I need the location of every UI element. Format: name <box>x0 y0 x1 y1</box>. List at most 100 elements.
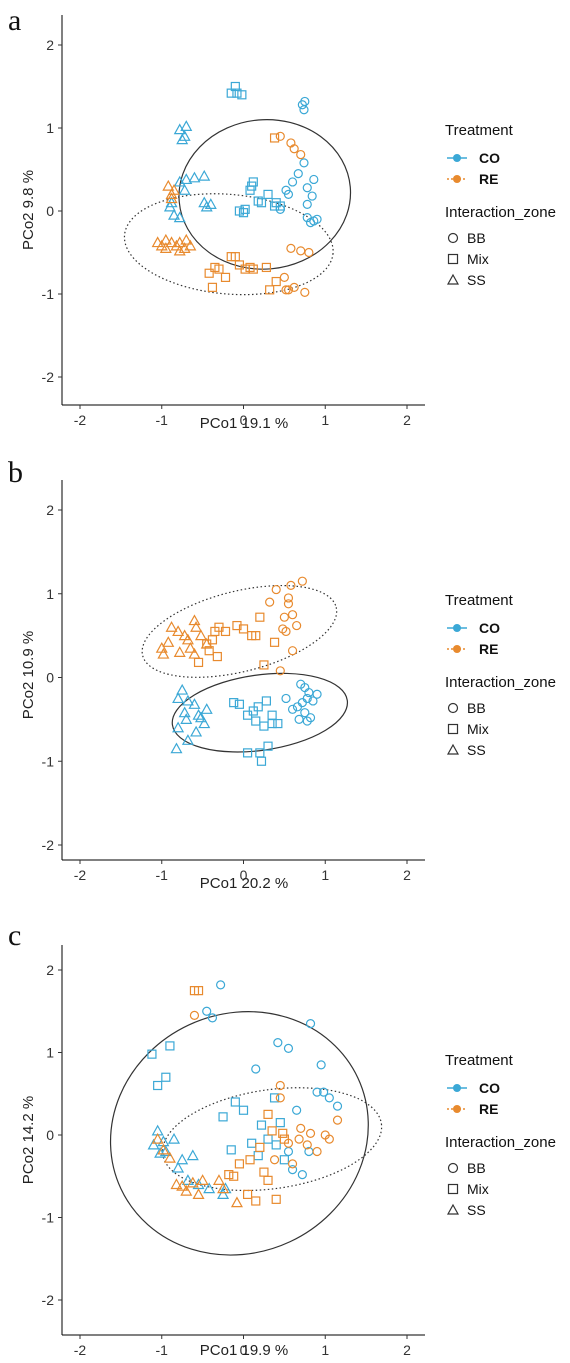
point-co-mix <box>165 1041 175 1051</box>
point-co-mix <box>147 1049 157 1059</box>
ellipse-co <box>178 119 352 270</box>
x-tick-label: -1 <box>156 1342 169 1358</box>
point-co-bb <box>281 693 291 704</box>
point-co-mix <box>232 88 242 98</box>
point-re-bb <box>324 1134 334 1144</box>
x-axis-label-a: PCo1 19.1 % <box>200 415 288 432</box>
point-co-ss <box>203 1182 216 1194</box>
point-co-bb <box>324 1093 334 1103</box>
point-co-bb <box>287 177 298 187</box>
point-co-mix <box>271 198 281 208</box>
legend-mix-square-icon <box>447 253 459 265</box>
panel-letter-c: c <box>8 919 21 952</box>
point-re-bb <box>275 1080 285 1091</box>
point-co-bb <box>287 704 298 714</box>
point-co-ss <box>200 200 213 212</box>
point-co-mix <box>226 1145 236 1155</box>
panel-letter-a: a <box>8 4 21 37</box>
ellipse-re <box>162 1087 383 1192</box>
point-re-bb <box>275 131 285 141</box>
legend-zone-title: Interaction_zone <box>445 204 556 221</box>
point-re-bb <box>286 243 296 253</box>
point-re-mix <box>234 1159 245 1169</box>
legend-bb-label: BB <box>467 230 486 246</box>
point-re-mix <box>232 620 242 631</box>
point-co-bb <box>287 1165 298 1175</box>
point-co-ss <box>178 130 191 141</box>
point-re-mix <box>271 1194 281 1204</box>
point-re-mix <box>248 264 258 274</box>
legend-zone-title: Interaction_zone <box>445 674 556 691</box>
point-co-bb <box>308 696 318 706</box>
point-re-mix <box>245 262 255 273</box>
point-co-mix <box>229 698 239 708</box>
point-re-bb <box>297 576 307 586</box>
point-co-ss <box>172 1161 185 1173</box>
point-re-mix <box>204 646 214 656</box>
legend-bb-circle-icon <box>447 1162 459 1174</box>
point-co-bb <box>300 708 310 718</box>
point-re-mix <box>193 986 204 996</box>
legend-co-marker <box>453 1084 461 1092</box>
point-re-mix <box>242 1189 253 1200</box>
point-co-bb <box>251 1064 261 1074</box>
point-re-ss <box>184 239 197 251</box>
legend-mix-label: Mix <box>467 721 489 737</box>
point-re-ss <box>200 637 213 649</box>
point-co-mix <box>267 718 277 729</box>
x-tick-label: -1 <box>156 412 169 428</box>
point-co-ss <box>188 171 201 183</box>
y-tick-label: -2 <box>42 369 55 385</box>
point-re-ss <box>230 1196 243 1208</box>
point-re-bb <box>283 285 294 295</box>
legend-re-marker <box>453 1105 461 1113</box>
legend-co-label: CO <box>479 620 500 636</box>
x-tick-label: -2 <box>74 1342 87 1358</box>
point-co-ss <box>181 734 194 745</box>
point-co-mix <box>263 741 273 751</box>
point-re-bb <box>296 246 306 256</box>
point-co-mix <box>226 88 236 98</box>
point-co-bb <box>299 158 309 168</box>
y-tick-label: 1 <box>46 1045 54 1061</box>
point-re-ss <box>157 1143 170 1155</box>
legend-co-label: CO <box>479 150 500 166</box>
legend-re-label: RE <box>479 171 498 187</box>
point-re-ss <box>212 1174 225 1185</box>
point-co-ss <box>147 1138 160 1150</box>
point-re-ss <box>159 242 172 253</box>
point-co-mix <box>271 1140 281 1150</box>
point-co-ss <box>176 683 189 695</box>
point-co-mix <box>256 1120 267 1130</box>
legend-bb-circle-icon <box>447 702 459 714</box>
point-co-bb <box>309 174 319 185</box>
point-re-mix <box>251 1196 261 1206</box>
point-re-ss <box>180 1184 193 1196</box>
y-tick-label: -1 <box>42 286 55 302</box>
x-tick-label: -1 <box>156 867 169 883</box>
point-re-bb <box>287 610 298 620</box>
x-tick-label: 2 <box>403 412 411 428</box>
point-re-mix <box>263 1109 273 1119</box>
y-tick-label: 2 <box>46 502 54 518</box>
point-co-mix <box>234 206 245 216</box>
y-tick-label: 0 <box>46 203 54 219</box>
point-re-mix <box>193 657 204 668</box>
point-re-mix <box>259 1167 269 1177</box>
point-re-bb <box>300 287 310 297</box>
x-tick-label: -2 <box>74 412 87 428</box>
point-re-bb <box>292 620 302 631</box>
point-re-ss <box>173 244 186 256</box>
panel-b: b -2 -1 0 1 2 -2 -1 0 1 2 PCo1 20.2 % PCo2 10.9 % <box>8 456 425 892</box>
point-co-mix <box>256 756 267 766</box>
ellipse-re <box>123 193 334 296</box>
point-re-ss <box>163 1151 176 1163</box>
point-re-ss <box>190 621 203 632</box>
point-re-bb <box>287 1159 298 1169</box>
point-re-mix <box>255 612 265 622</box>
legend-bb-circle-icon <box>447 232 459 244</box>
point-re-bb <box>279 612 289 622</box>
point-re-mix <box>204 268 214 278</box>
y-tick-label: -1 <box>42 1210 55 1226</box>
point-co-bb <box>292 1105 302 1115</box>
